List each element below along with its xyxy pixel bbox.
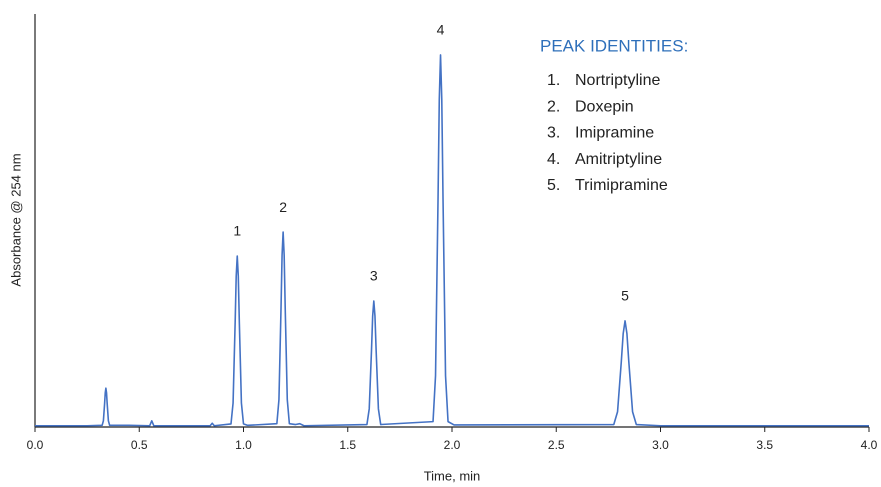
peak-label: 1	[233, 223, 241, 239]
y-axis-title: Absorbance @ 254 nm	[8, 153, 23, 286]
x-tick-label: 0.0	[27, 438, 44, 452]
legend-name: Imipramine	[575, 125, 654, 142]
x-tick-label: 4.0	[861, 438, 878, 452]
peak-label: 3	[370, 268, 378, 284]
x-tick-label: 0.5	[131, 438, 148, 452]
x-axis-title: Time, min	[424, 468, 481, 483]
legend-name: Trimipramine	[575, 177, 668, 194]
legend-name: Nortriptyline	[575, 72, 660, 89]
x-tick-label: 1.0	[235, 438, 252, 452]
x-tick-label: 1.5	[339, 438, 356, 452]
legend-number: 4.	[547, 151, 560, 168]
legend-number: 3.	[547, 125, 560, 142]
x-tick-label: 3.0	[652, 438, 669, 452]
peak-label: 5	[621, 288, 629, 304]
legend-number: 2.	[547, 98, 560, 115]
peak-label: 2	[279, 199, 287, 215]
chromatogram-line	[35, 54, 869, 427]
x-tick-label: 3.5	[756, 438, 773, 452]
peak-label: 4	[437, 22, 445, 38]
legend-name: Doxepin	[575, 98, 634, 115]
legend-number: 5.	[547, 177, 560, 194]
legend-name: Amitriptyline	[575, 151, 662, 168]
x-tick-label: 2.0	[444, 438, 461, 452]
legend-title: PEAK IDENTITIES:	[540, 36, 688, 55]
x-tick-label: 2.5	[548, 438, 565, 452]
legend-number: 1.	[547, 72, 560, 89]
